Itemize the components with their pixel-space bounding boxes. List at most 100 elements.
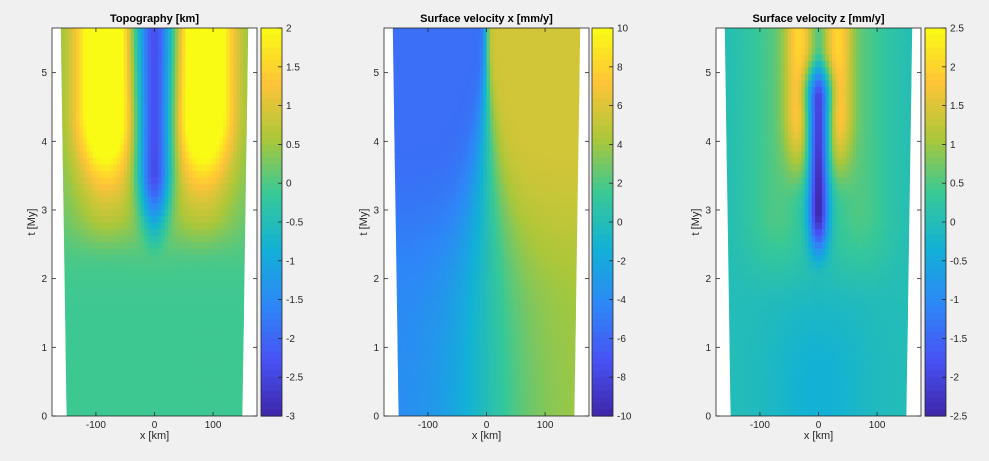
heatmap-cell — [192, 144, 197, 152]
heatmap-cell — [459, 364, 464, 372]
heatmap-cell — [168, 234, 173, 242]
heatmap-cell — [93, 189, 98, 197]
heatmap-cell — [431, 273, 436, 281]
heatmap-cell — [113, 357, 118, 365]
heatmap-cell — [192, 163, 197, 171]
heatmap-cell — [110, 131, 115, 139]
heatmap-cell — [431, 293, 436, 301]
heatmap-cell — [89, 112, 94, 120]
heatmap-cell — [537, 364, 542, 372]
heatmap-cell — [93, 280, 98, 288]
heatmap-cell — [161, 338, 166, 346]
heatmap-cell — [239, 40, 244, 48]
heatmap-cell — [175, 293, 180, 301]
heatmap-cell — [110, 73, 115, 81]
heatmap-cell — [161, 157, 166, 165]
heatmap-cell — [469, 344, 474, 352]
heatmap-cell — [116, 390, 121, 398]
heatmap-cell — [79, 112, 84, 120]
heatmap-cell — [171, 215, 176, 223]
heatmap-cell — [72, 196, 77, 204]
heatmap-cell — [116, 286, 121, 294]
heatmap-cell — [127, 228, 132, 236]
heatmap-cell — [205, 280, 210, 288]
heatmap-cell — [113, 125, 118, 133]
heatmap-cell — [202, 247, 207, 255]
heatmap-cell — [418, 312, 423, 320]
heatmap-cell — [144, 170, 149, 178]
heatmap-cell — [226, 241, 231, 249]
heatmap-cell — [212, 403, 217, 411]
heatmap-cell — [192, 370, 197, 378]
heatmap-cell — [82, 105, 87, 113]
heatmap-cell — [82, 383, 87, 391]
heatmap-cell — [140, 92, 145, 100]
heatmap-cell — [466, 357, 471, 365]
heatmap-cell — [202, 99, 207, 107]
colorbar-swatch — [261, 196, 282, 204]
heatmap-cell — [171, 403, 176, 411]
heatmap-cell — [397, 293, 402, 301]
heatmap-cell — [496, 403, 501, 411]
heatmap-cell — [236, 73, 241, 81]
heatmap-cell — [192, 118, 197, 126]
heatmap-cell — [134, 215, 139, 223]
heatmap-cell — [510, 338, 515, 346]
heatmap-cell — [202, 357, 207, 365]
heatmap-cell — [496, 331, 501, 339]
heatmap-cell — [455, 319, 460, 327]
heatmap-cell — [89, 228, 94, 236]
heatmap-cell — [134, 383, 139, 391]
heatmap-cell — [226, 254, 231, 262]
heatmap-cell — [469, 286, 474, 294]
heatmap-cell — [79, 364, 84, 372]
heatmap-cell — [99, 183, 104, 191]
heatmap-cell — [86, 118, 91, 126]
heatmap-cell — [75, 241, 80, 249]
heatmap-cell — [222, 357, 227, 365]
heatmap-cell — [134, 325, 139, 333]
heatmap-cell — [86, 344, 91, 352]
heatmap-cell — [127, 47, 132, 55]
heatmap-cell — [212, 73, 217, 81]
heatmap-cell — [140, 390, 145, 398]
heatmap-cell — [222, 299, 227, 307]
heatmap-cell — [168, 196, 173, 204]
heatmap-cell — [140, 163, 145, 171]
heatmap-cell — [99, 131, 104, 139]
heatmap-cell — [79, 286, 84, 294]
heatmap-cell — [236, 247, 241, 255]
heatmap-cell — [418, 273, 423, 281]
colorbar-swatch — [261, 176, 282, 184]
heatmap-cell — [154, 202, 159, 210]
heatmap-cell — [123, 390, 128, 398]
colorbar-swatch — [261, 338, 282, 346]
heatmap-cell — [151, 144, 156, 152]
heatmap-cell — [503, 409, 508, 416]
heatmap-cell — [75, 293, 80, 301]
heatmap-cell — [239, 92, 244, 100]
heatmap-cell — [65, 99, 70, 107]
heatmap-cell — [120, 260, 125, 268]
heatmap-cell — [188, 137, 193, 145]
heatmap-cell — [82, 293, 87, 301]
heatmap-cell — [212, 34, 217, 42]
heatmap-cell — [96, 215, 101, 223]
heatmap-cell — [175, 215, 180, 223]
heatmap-cell — [134, 157, 139, 165]
heatmap-cell — [212, 344, 217, 352]
heatmap-cell — [455, 390, 460, 398]
heatmap-cell — [513, 390, 518, 398]
heatmap-cell — [171, 228, 176, 236]
heatmap-cell — [411, 312, 416, 320]
heatmap-cell — [401, 403, 406, 411]
heatmap-cell — [459, 319, 464, 327]
heatmap-cell — [113, 267, 118, 275]
heatmap-cell — [120, 99, 125, 107]
heatmap-cell — [483, 280, 488, 288]
heatmap-cell — [442, 319, 447, 327]
heatmap-cell — [397, 325, 402, 333]
heatmap-cell — [151, 131, 156, 139]
heatmap-cell — [89, 234, 94, 242]
